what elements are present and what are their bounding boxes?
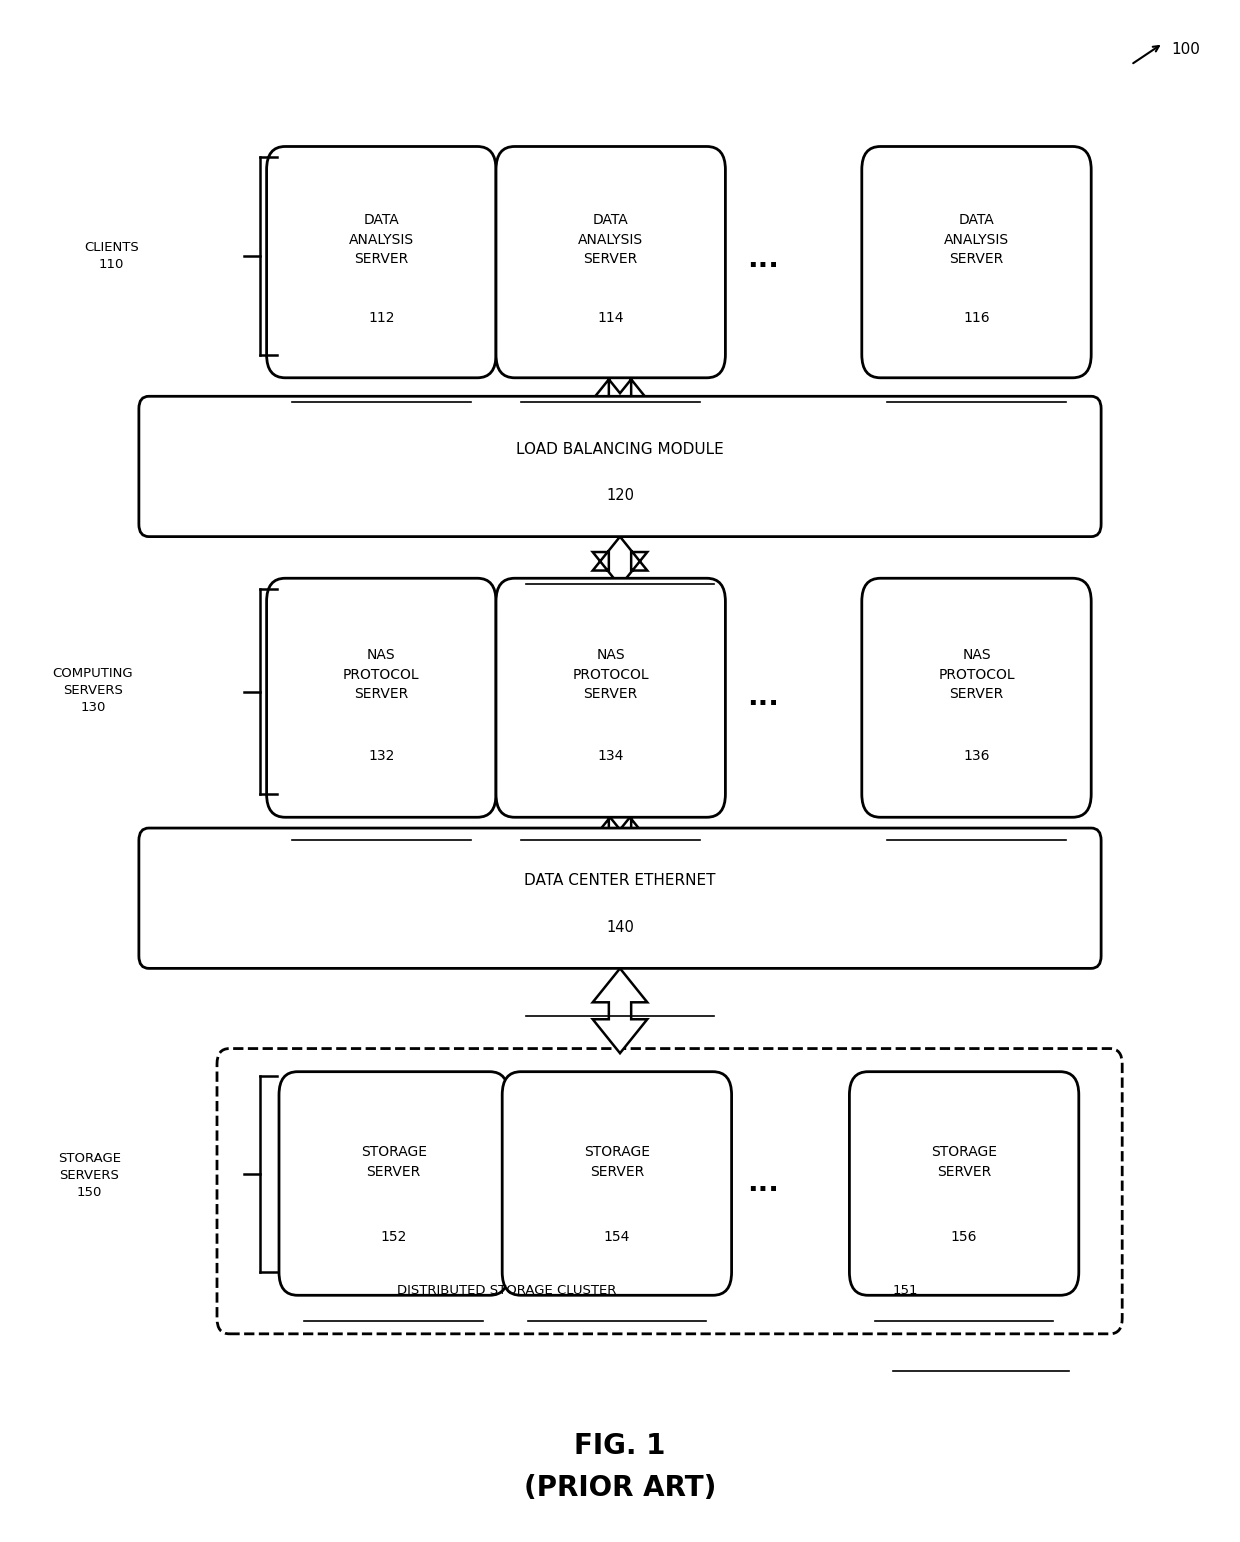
FancyBboxPatch shape xyxy=(267,578,496,817)
Text: STORAGE
SERVERS
150: STORAGE SERVERS 150 xyxy=(58,1152,120,1198)
Text: 140: 140 xyxy=(606,919,634,934)
Text: 134: 134 xyxy=(598,748,624,763)
Text: STORAGE
SERVER: STORAGE SERVER xyxy=(931,1146,997,1180)
Text: 136: 136 xyxy=(963,748,990,763)
FancyBboxPatch shape xyxy=(502,1072,732,1295)
Text: 154: 154 xyxy=(604,1229,630,1244)
Text: CLIENTS
110: CLIENTS 110 xyxy=(84,241,139,271)
Text: DATA
ANALYSIS
SERVER: DATA ANALYSIS SERVER xyxy=(348,213,414,267)
Text: 156: 156 xyxy=(951,1229,977,1244)
Text: 151: 151 xyxy=(893,1284,919,1297)
Text: FIG. 1: FIG. 1 xyxy=(574,1433,666,1460)
FancyBboxPatch shape xyxy=(849,1072,1079,1295)
Text: DATA
ANALYSIS
SERVER: DATA ANALYSIS SERVER xyxy=(944,213,1009,267)
FancyBboxPatch shape xyxy=(496,578,725,817)
FancyBboxPatch shape xyxy=(139,828,1101,968)
Text: DISTRIBUTED STORAGE CLUSTER: DISTRIBUTED STORAGE CLUSTER xyxy=(397,1284,616,1297)
Polygon shape xyxy=(593,796,647,839)
Text: ...: ... xyxy=(746,683,779,711)
Text: 114: 114 xyxy=(598,310,624,325)
Polygon shape xyxy=(593,537,647,586)
Text: DATA
ANALYSIS
SERVER: DATA ANALYSIS SERVER xyxy=(578,213,644,267)
Polygon shape xyxy=(593,359,647,399)
FancyBboxPatch shape xyxy=(139,396,1101,537)
Text: ...: ... xyxy=(746,245,779,273)
Text: NAS
PROTOCOL
SERVER: NAS PROTOCOL SERVER xyxy=(343,648,419,702)
Text: 152: 152 xyxy=(381,1229,407,1244)
Text: ...: ... xyxy=(746,1169,779,1197)
Text: 112: 112 xyxy=(368,310,394,325)
FancyBboxPatch shape xyxy=(862,146,1091,378)
FancyBboxPatch shape xyxy=(496,146,725,378)
Text: STORAGE
SERVER: STORAGE SERVER xyxy=(361,1146,427,1180)
Text: NAS
PROTOCOL
SERVER: NAS PROTOCOL SERVER xyxy=(939,648,1014,702)
Text: 132: 132 xyxy=(368,748,394,763)
Text: (PRIOR ART): (PRIOR ART) xyxy=(523,1474,717,1502)
Text: DATA CENTER ETHERNET: DATA CENTER ETHERNET xyxy=(525,873,715,888)
FancyBboxPatch shape xyxy=(279,1072,508,1295)
FancyBboxPatch shape xyxy=(862,578,1091,817)
Polygon shape xyxy=(593,968,647,1053)
Text: LOAD BALANCING MODULE: LOAD BALANCING MODULE xyxy=(516,441,724,456)
FancyBboxPatch shape xyxy=(267,146,496,378)
Text: COMPUTING
SERVERS
130: COMPUTING SERVERS 130 xyxy=(52,668,134,714)
Text: NAS
PROTOCOL
SERVER: NAS PROTOCOL SERVER xyxy=(573,648,649,702)
Text: 120: 120 xyxy=(606,487,634,503)
FancyBboxPatch shape xyxy=(217,1049,1122,1334)
Text: 116: 116 xyxy=(963,310,990,325)
Text: STORAGE
SERVER: STORAGE SERVER xyxy=(584,1146,650,1180)
Text: 100: 100 xyxy=(1172,42,1200,57)
